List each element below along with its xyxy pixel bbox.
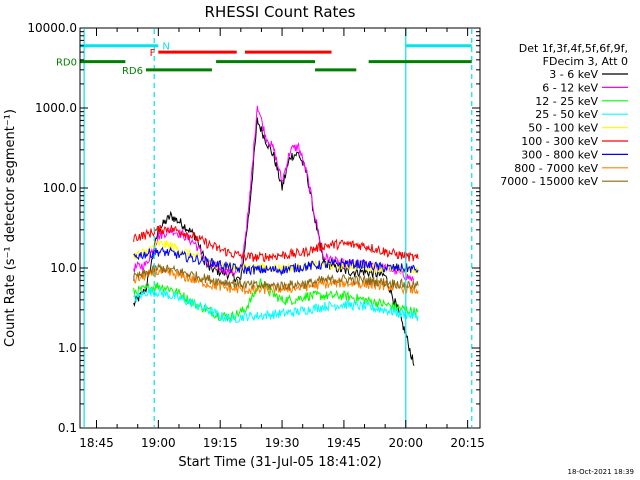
series-line-5 bbox=[133, 224, 419, 262]
series-layer bbox=[133, 105, 419, 366]
series-line-3 bbox=[133, 286, 419, 324]
y-tick-label: 1000.0 bbox=[35, 101, 77, 115]
legend-entry-5: 100 - 300 keV bbox=[521, 135, 598, 148]
legend-entry-3: 25 - 50 keV bbox=[535, 108, 598, 121]
state-bar-label-f: F bbox=[150, 48, 156, 59]
x-tick-label: 20:00 bbox=[388, 436, 423, 450]
legend-entry-4: 50 - 100 keV bbox=[528, 122, 598, 135]
x-tick-label: 19:45 bbox=[327, 436, 362, 450]
legend-entry-2: 12 - 25 keV bbox=[535, 95, 598, 108]
series-line-0 bbox=[133, 117, 415, 366]
y-tick-label: 100.0 bbox=[43, 181, 77, 195]
legend-entry-0: 3 - 6 keV bbox=[549, 68, 598, 81]
legend-title-line-1: Det 1f,3f,4f,5f,6f,9f, bbox=[519, 42, 628, 55]
footer-timestamp: 18-Oct-2021 18:39 bbox=[568, 468, 634, 476]
legend-entry-8: 7000 - 15000 keV bbox=[500, 175, 598, 188]
x-tick-label: 19:00 bbox=[141, 436, 176, 450]
y-tick-label: 0.1 bbox=[58, 421, 77, 435]
annotation-layer: NF RD0 RD6 bbox=[56, 29, 473, 427]
legend-title-line-2: FDecim 3, Att 0 bbox=[543, 55, 628, 68]
series-line-2 bbox=[133, 278, 419, 323]
series-line-8 bbox=[133, 262, 419, 292]
state-bar-label-n: N bbox=[162, 42, 169, 53]
legend-entry-1: 6 - 12 keV bbox=[542, 81, 598, 94]
y-tick-label: 10000.0 bbox=[27, 21, 77, 35]
x-axis-label: Start Time (31-Jul-05 18:41:02) bbox=[178, 455, 381, 470]
plot-frame bbox=[79, 27, 481, 429]
state-bar-label-rd0: RD0 bbox=[56, 58, 77, 69]
x-tick-label: 20:15 bbox=[450, 436, 485, 450]
legend: Det 1f,3f,4f,5f,6f,9f, FDecim 3, Att 0 3… bbox=[500, 42, 628, 188]
chart-title: RHESSI Count Rates bbox=[205, 3, 356, 21]
y-axis-label: Count Rate (s⁻¹ detector segment⁻¹) bbox=[3, 109, 18, 347]
legend-entry-6: 300 - 800 keV bbox=[521, 148, 598, 161]
x-tick-label: 19:15 bbox=[203, 436, 238, 450]
series-line-6 bbox=[133, 246, 419, 277]
y-tick-label: 10.0 bbox=[50, 261, 77, 275]
legend-entry-7: 800 - 7000 keV bbox=[514, 162, 598, 175]
x-tick-label: 18:45 bbox=[79, 436, 114, 450]
x-tick-label: 19:30 bbox=[265, 436, 300, 450]
state-bar-label-rd6: RD6 bbox=[122, 66, 143, 77]
y-tick-label: 1.0 bbox=[58, 341, 77, 355]
axis-layer: 0.1 1.0 10.0 100.0 1000.0 10000.0 18:45 19:00 19… bbox=[27, 21, 485, 450]
